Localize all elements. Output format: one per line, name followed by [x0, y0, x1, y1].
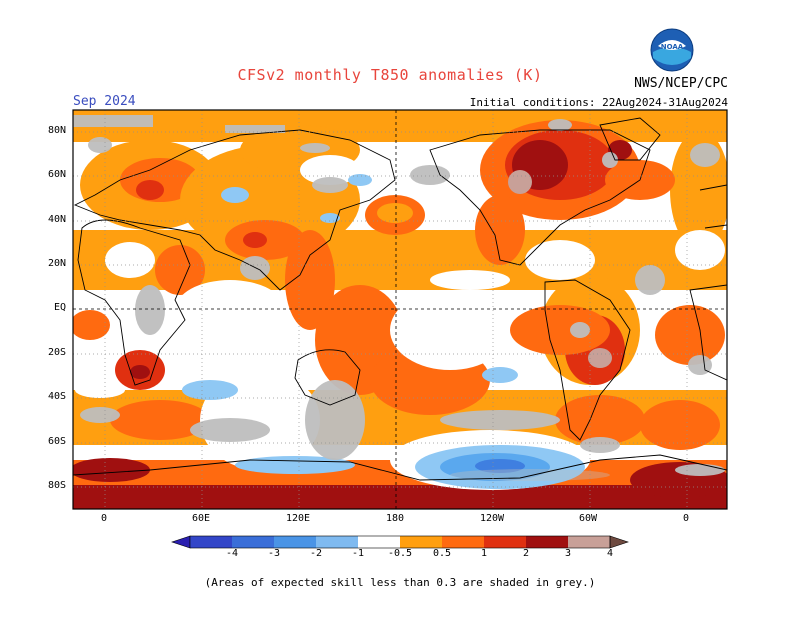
- lat-label: 60N: [47, 169, 66, 180]
- colorbar-cell: [442, 536, 484, 548]
- noaa-logo: NOAA: [650, 28, 694, 72]
- lat-label: 20S: [47, 347, 66, 358]
- colorbar-label: -0.5: [388, 548, 413, 559]
- lat-label: 80N: [47, 125, 66, 136]
- lat-lon-grid: [73, 110, 727, 509]
- colorbar-label: 4: [606, 548, 614, 559]
- lat-label: 80S: [47, 480, 66, 491]
- lon-label: 0: [683, 513, 690, 524]
- colorbar-cell: [274, 536, 316, 548]
- colorbar-label: 1: [480, 548, 488, 559]
- colorbar-arrow-low: [171, 535, 191, 549]
- colorbar-cell: [484, 536, 526, 548]
- logo-text: NOAA: [661, 43, 684, 51]
- colorbar-cell: [232, 536, 274, 548]
- lon-label: 60W: [579, 513, 598, 524]
- colorbar-label: -4: [225, 548, 239, 559]
- colorbar-cell: [358, 536, 400, 548]
- colorbar-cells: [171, 535, 629, 549]
- colorbar: [171, 535, 629, 549]
- colorbar-cell: [190, 536, 232, 548]
- colorbar-cell: [568, 536, 610, 548]
- colorbar-label: 2: [522, 548, 530, 559]
- lon-label: 180: [386, 513, 405, 524]
- lat-label: 20N: [47, 258, 66, 269]
- initial-conditions-label: Initial conditions: 22Aug2024-31Aug2024: [469, 96, 728, 109]
- lon-label: 0: [101, 513, 108, 524]
- colorbar-label: -1: [351, 548, 365, 559]
- map-title: CFSv2 monthly T850 anomalies (K): [237, 66, 543, 84]
- anomaly-shading: [73, 110, 727, 509]
- map-frame: [72, 109, 728, 510]
- lat-label: 40N: [47, 214, 66, 225]
- skill-footnote: (Areas of expected skill less than 0.3 a…: [204, 576, 596, 589]
- colorbar-cell: [400, 536, 442, 548]
- colorbar-cell: [316, 536, 358, 548]
- lat-label: 60S: [47, 436, 66, 447]
- lon-label: 120E: [286, 513, 311, 524]
- colorbar-label: 0.5: [432, 548, 452, 559]
- colorbar-label: -3: [267, 548, 281, 559]
- equator-dateline: [73, 110, 727, 509]
- organization-label: NWS/NCEP/CPC: [634, 76, 728, 91]
- colorbar-cell: [526, 536, 568, 548]
- low-skill-shading: [73, 115, 725, 481]
- lon-label: 120W: [480, 513, 505, 524]
- colorbar-label: 3: [564, 548, 572, 559]
- coastlines: [73, 117, 727, 481]
- lon-label: 60E: [192, 513, 211, 524]
- lat-label: EQ: [53, 302, 66, 313]
- lat-label: 40S: [47, 391, 66, 402]
- anomaly-map: [72, 109, 728, 510]
- forecast-month: Sep 2024: [73, 94, 136, 109]
- colorbar-label: -2: [309, 548, 323, 559]
- colorbar-arrow-high: [609, 535, 629, 549]
